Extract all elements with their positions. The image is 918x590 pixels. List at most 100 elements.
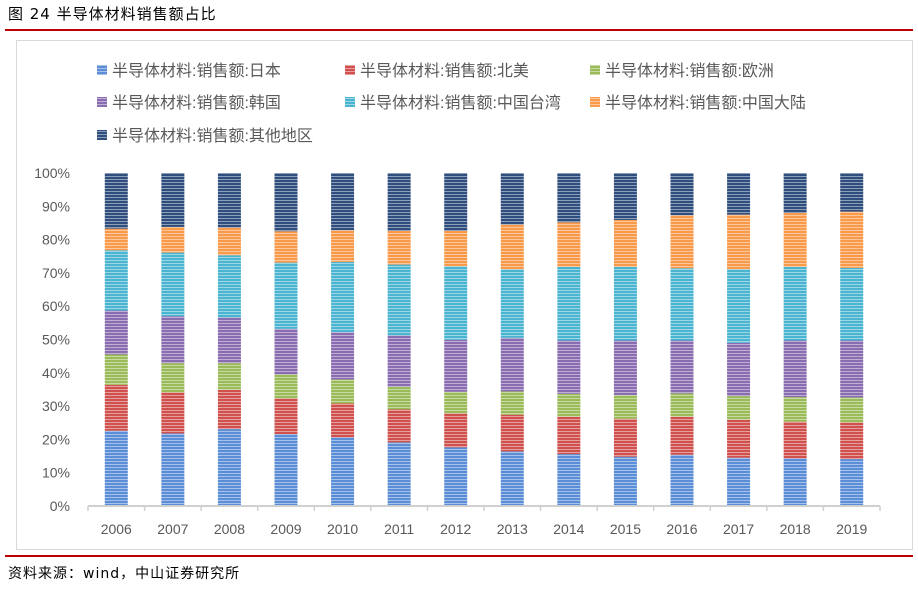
bar-segment [727, 173, 751, 215]
bar-segment [274, 173, 298, 232]
bar-stack-2010 [331, 173, 355, 506]
bars [104, 173, 864, 506]
legend-swatch [97, 130, 107, 140]
bar-segment [500, 391, 524, 415]
bar-segment [783, 458, 807, 506]
bar-segment [161, 252, 185, 317]
bar-segment [104, 354, 128, 385]
bar-segment [331, 437, 355, 506]
bar-segment [217, 173, 241, 228]
bar-segment [613, 266, 637, 341]
bar-segment [613, 456, 637, 506]
y-tick-label: 40% [42, 365, 70, 381]
bar-segment [161, 173, 185, 227]
bar-segment [557, 222, 581, 267]
bar-segment [840, 459, 864, 506]
bar-stack-2015 [613, 173, 637, 506]
bar-segment [274, 231, 298, 263]
bar-segment [217, 429, 241, 506]
bar-stack-2009 [274, 173, 298, 506]
bar-stack-2012 [444, 173, 468, 506]
bar-segment [444, 173, 468, 231]
x-tick-label: 2018 [780, 521, 811, 537]
y-tick-label: 0% [50, 498, 70, 514]
bar-segment [840, 422, 864, 460]
legend: 半导体材料:销售额:日本 半导体材料:销售额:北美 半导体材料:销售额:欧洲半导体材… [97, 62, 806, 145]
x-tick-label: 2010 [327, 521, 358, 537]
bar-segment [783, 421, 807, 459]
x-tick-label: 2008 [214, 521, 245, 537]
bar-segment [274, 262, 298, 329]
bar-stack-2007 [161, 173, 185, 506]
x-tick-label: 2017 [723, 521, 754, 537]
bar-segment [387, 442, 411, 506]
bar-stack-2018 [783, 173, 807, 506]
y-tick-label: 10% [42, 465, 70, 481]
legend-swatch [345, 65, 355, 75]
bar-segment [104, 250, 128, 311]
bar-segment [500, 173, 524, 225]
bar-segment [331, 261, 355, 333]
bar-segment [331, 332, 355, 380]
bar-segment [783, 212, 807, 267]
bar-stack-2006 [104, 173, 128, 506]
bar-segment [500, 224, 524, 270]
bar-segment [557, 393, 581, 417]
bar-segment [274, 398, 298, 435]
bar-segment [670, 340, 694, 394]
bar-segment [670, 393, 694, 417]
bar-segment [727, 342, 751, 397]
bar-segment [274, 434, 298, 506]
legend-swatch [590, 65, 600, 75]
bar-segment [444, 339, 468, 392]
bar-segment [331, 173, 355, 231]
x-axis: 2006 2007 2008 2009 2010 2011 2012 2013 2014 2015… [87, 505, 881, 537]
source-note: 资料来源：wind，中山证券研究所 [8, 566, 241, 582]
bar-segment [444, 266, 468, 340]
bar-segment [613, 418, 637, 457]
bar-segment [104, 173, 128, 229]
x-tick-label: 2013 [497, 521, 528, 537]
x-tick-label: 2011 [384, 521, 414, 537]
x-tick-label: 2006 [101, 521, 132, 537]
y-tick-label: 100% [34, 165, 70, 181]
bar-stack-2011 [387, 173, 411, 506]
legend-swatch [345, 97, 355, 107]
legend-item: 半导体材料:销售额:北美 [345, 62, 529, 80]
x-tick-label: 2015 [610, 521, 641, 537]
title-divider [5, 29, 913, 31]
bar-segment [670, 416, 694, 455]
bar-stack-2013 [500, 173, 524, 506]
bar-segment [444, 447, 468, 506]
y-tick-label: 90% [42, 198, 70, 214]
bar-segment [613, 219, 637, 267]
bar-segment [613, 395, 637, 419]
bar-segment [387, 409, 411, 443]
y-axis: 0% 10% 20% 30% 40% 50% 60% 70% 80% 90% 100% [34, 165, 70, 514]
bar-stack-2014 [557, 173, 581, 506]
bar-segment [500, 269, 524, 338]
bar-segment [670, 454, 694, 506]
legend-swatch [97, 97, 107, 107]
legend-item: 半导体材料:销售额:中国台湾 [345, 94, 561, 112]
bar-segment [670, 268, 694, 341]
legend-label: 半导体材料:销售额:中国台湾 [360, 94, 561, 112]
legend-label: 半导体材料:销售额:韩国 [112, 94, 281, 112]
legend-label: 半导体材料:销售额:中国大陆 [605, 94, 806, 112]
x-tick-label: 2019 [836, 521, 867, 537]
bar-segment [840, 397, 864, 423]
bar-segment [783, 266, 807, 341]
figure-title: 图 24 半导体材料销售额占比 [8, 5, 217, 23]
bar-stack-2008 [217, 173, 241, 506]
y-tick-label: 50% [42, 332, 70, 348]
source-divider [5, 555, 913, 557]
bar-segment [557, 266, 581, 341]
legend-label: 半导体材料:销售额:欧洲 [605, 62, 774, 80]
bar-segment [217, 389, 241, 430]
bar-segment [104, 310, 128, 355]
bar-segment [387, 230, 411, 265]
legend-item: 半导体材料:销售额:中国大陆 [590, 94, 806, 112]
bar-segment [161, 433, 185, 506]
bar-segment [500, 451, 524, 506]
